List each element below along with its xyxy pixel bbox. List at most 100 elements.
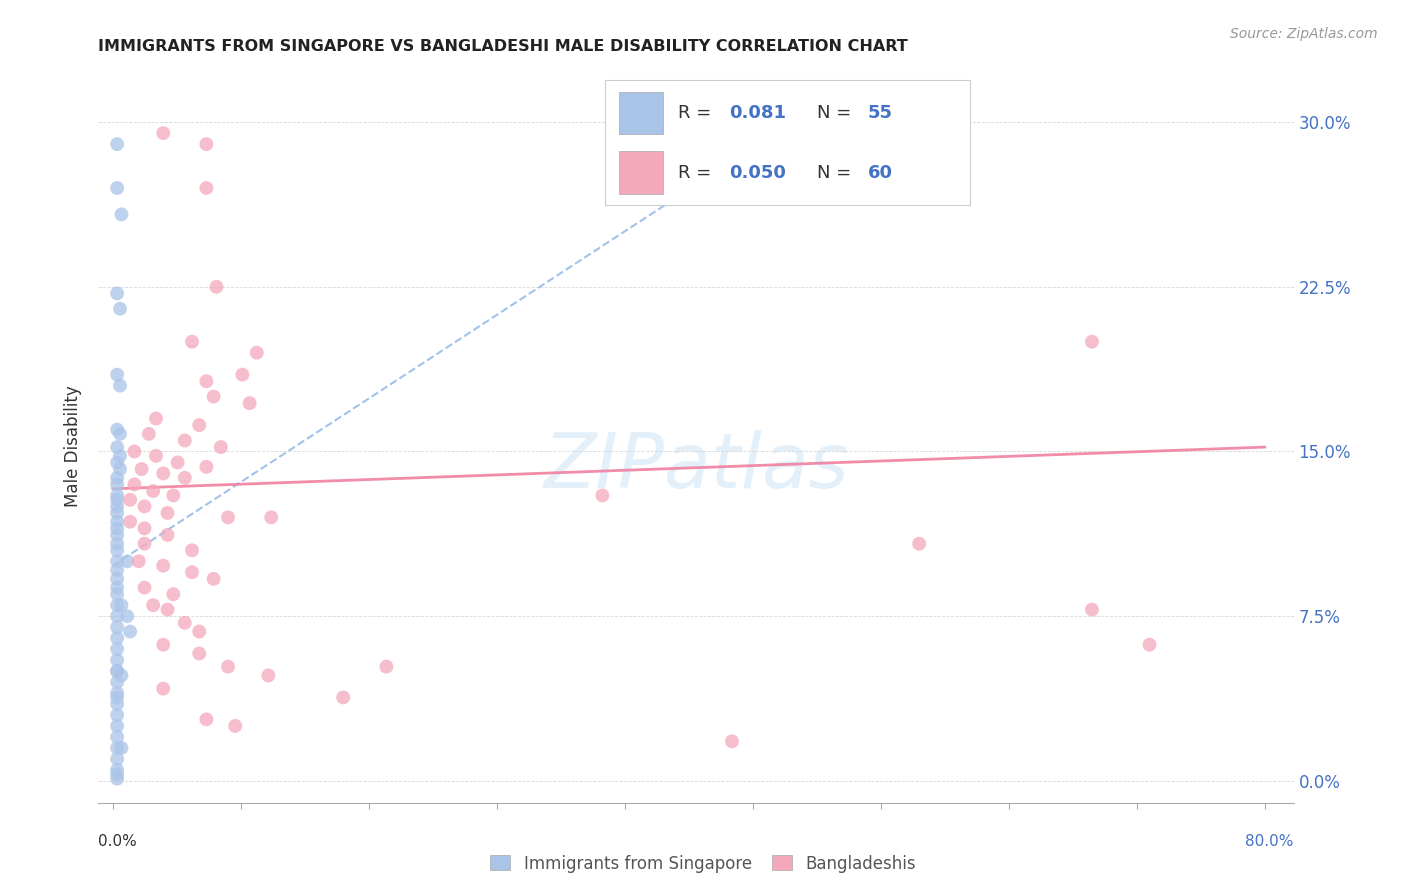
Point	[138, 426, 160, 441]
Point	[134, 537, 156, 551]
Point	[105, 730, 128, 744]
Point	[131, 462, 153, 476]
Point	[145, 411, 167, 425]
Point	[105, 763, 128, 777]
Point	[156, 506, 179, 520]
Point	[120, 492, 142, 507]
Point	[105, 368, 128, 382]
Point	[195, 374, 218, 388]
Point	[115, 609, 138, 624]
Point	[110, 740, 132, 755]
Text: 80.0%: 80.0%	[1246, 834, 1294, 849]
Text: 55: 55	[868, 103, 893, 121]
Point	[105, 455, 128, 469]
Point	[173, 615, 195, 630]
Point	[105, 708, 128, 723]
Y-axis label: Male Disability: Male Disability	[65, 385, 83, 507]
Point	[105, 719, 128, 733]
Point	[108, 378, 131, 392]
Text: IMMIGRANTS FROM SINGAPORE VS BANGLADESHI MALE DISABILITY CORRELATION CHART: IMMIGRANTS FROM SINGAPORE VS BANGLADESHI…	[98, 38, 908, 54]
Point	[105, 506, 128, 520]
Point	[105, 488, 128, 502]
Point	[105, 137, 128, 152]
Point	[188, 624, 211, 639]
Point	[105, 581, 128, 595]
Point	[108, 449, 131, 463]
Point	[257, 668, 280, 682]
Point	[105, 477, 128, 491]
Point	[1139, 638, 1161, 652]
Point	[152, 681, 174, 696]
Point	[110, 207, 132, 221]
Point	[105, 521, 128, 535]
Point	[217, 510, 239, 524]
Text: 0.0%: 0.0%	[98, 834, 138, 849]
Point	[332, 690, 354, 705]
Point	[105, 537, 128, 551]
Point	[115, 554, 138, 568]
Point	[105, 686, 128, 700]
Point	[166, 455, 188, 469]
Point	[108, 462, 131, 476]
Point	[181, 543, 204, 558]
Point	[110, 598, 132, 612]
Point	[105, 752, 128, 766]
Point	[195, 181, 218, 195]
Point	[134, 521, 156, 535]
Point	[105, 653, 128, 667]
Point	[591, 488, 613, 502]
Text: 60: 60	[868, 164, 893, 182]
Point	[120, 515, 142, 529]
Point	[195, 712, 218, 726]
Point	[105, 471, 128, 485]
Point	[105, 423, 128, 437]
Point	[105, 609, 128, 624]
Point	[134, 581, 156, 595]
FancyBboxPatch shape	[619, 92, 664, 134]
Point	[105, 642, 128, 657]
Point	[1081, 334, 1104, 349]
Text: 0.081: 0.081	[728, 103, 786, 121]
Point	[142, 598, 165, 612]
Point	[124, 444, 146, 458]
Point	[105, 772, 128, 786]
Point	[142, 483, 165, 498]
Point	[124, 477, 146, 491]
Point	[105, 543, 128, 558]
Point	[105, 664, 128, 678]
Point	[181, 566, 204, 580]
Point	[105, 675, 128, 690]
Point	[173, 471, 195, 485]
Point	[105, 740, 128, 755]
Point	[721, 734, 744, 748]
Point	[120, 624, 142, 639]
Point	[105, 697, 128, 711]
Point	[134, 500, 156, 514]
Point	[173, 434, 195, 448]
Point	[217, 659, 239, 673]
Point	[246, 345, 269, 359]
Point	[105, 598, 128, 612]
Point	[188, 418, 211, 433]
Point	[188, 647, 211, 661]
Point	[209, 440, 232, 454]
Point	[195, 137, 218, 152]
Point	[105, 572, 128, 586]
Point	[145, 449, 167, 463]
Point	[260, 510, 283, 524]
Point	[105, 286, 128, 301]
Point	[110, 668, 132, 682]
Point	[108, 301, 131, 316]
Text: 0.050: 0.050	[728, 164, 786, 182]
Point	[908, 537, 931, 551]
Point	[105, 440, 128, 454]
Point	[105, 500, 128, 514]
Point	[152, 126, 174, 140]
Point	[205, 280, 228, 294]
Point	[224, 719, 246, 733]
Text: Source: ZipAtlas.com: Source: ZipAtlas.com	[1230, 27, 1378, 41]
Text: ZIPatlas: ZIPatlas	[543, 431, 849, 504]
Point	[162, 587, 184, 601]
Point	[105, 563, 128, 577]
Point	[105, 690, 128, 705]
